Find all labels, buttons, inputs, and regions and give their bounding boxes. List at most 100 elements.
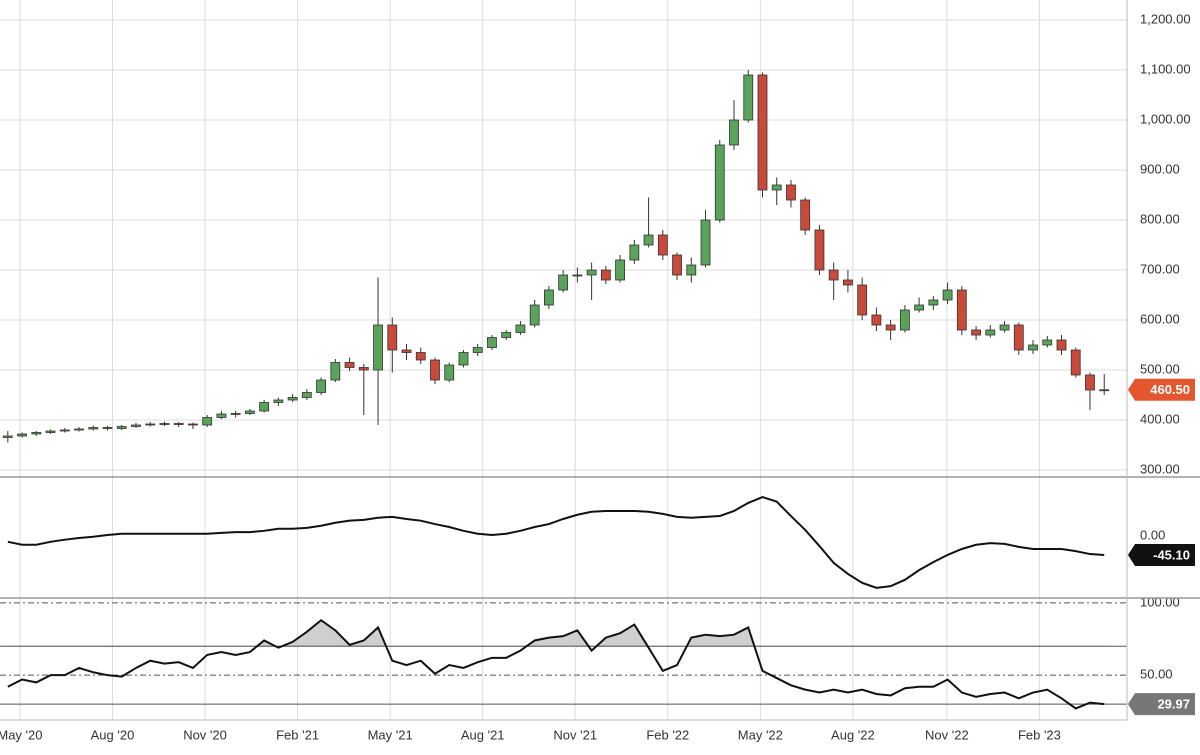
last-value-label: 29.97: [1157, 697, 1190, 712]
candle-body: [330, 362, 341, 381]
candle-body: [714, 144, 725, 221]
candle-body: [800, 199, 811, 231]
y-tick-label: 600.00: [1140, 311, 1180, 326]
candle-body: [1013, 324, 1024, 351]
candle-body: [700, 219, 711, 266]
candle-body: [999, 324, 1010, 331]
candle-body: [244, 410, 255, 414]
candle-body: [600, 269, 611, 281]
candle-body: [857, 284, 868, 316]
candle-body: [629, 244, 640, 261]
candle-body: [843, 279, 853, 286]
candle-body: [316, 379, 326, 393]
x-tick-label: Aug '21: [461, 727, 505, 742]
candle-body: [544, 289, 554, 306]
y-tick-label: 1,200.00: [1140, 11, 1191, 26]
y-tick-label: 0.00: [1140, 527, 1165, 542]
x-tick-label: Nov '20: [183, 727, 227, 742]
x-tick-label: Nov '21: [553, 727, 597, 742]
candle-body: [116, 426, 127, 429]
candle-body: [558, 274, 569, 291]
y-tick-label: 1,000.00: [1140, 111, 1191, 126]
y-tick-label: 100.00: [1140, 594, 1180, 609]
y-tick-label: 800.00: [1140, 211, 1180, 226]
candle-body: [59, 429, 70, 432]
candle-body: [515, 324, 526, 333]
candle-body: [672, 254, 682, 276]
candle-body: [458, 352, 469, 366]
candle-body: [202, 417, 213, 426]
candle-body: [942, 289, 953, 301]
candle-body: [17, 433, 27, 437]
x-tick-label: Nov '22: [925, 727, 969, 742]
x-tick-label: Aug '20: [91, 727, 135, 742]
y-tick-label: 50.00: [1140, 667, 1173, 682]
candle-body: [415, 352, 426, 361]
candle-body: [487, 337, 497, 348]
last-value-badge: [1128, 378, 1195, 401]
candle-body: [871, 314, 882, 326]
y-tick-label: 500.00: [1140, 361, 1180, 376]
candle-body: [102, 427, 113, 429]
candle-body: [501, 332, 512, 338]
candle-body: [430, 359, 440, 381]
candle-body: [230, 413, 241, 415]
candle-body: [814, 229, 825, 271]
y-tick-label: 1,100.00: [1140, 61, 1191, 76]
candle-body: [1042, 339, 1053, 346]
candle-body: [31, 432, 42, 435]
x-tick-label: Feb '21: [276, 727, 319, 742]
indicator-line: [7, 495, 1105, 589]
candle-body: [529, 304, 540, 326]
candle-body: [928, 299, 939, 306]
candle-body: [88, 427, 99, 430]
candle-body: [259, 402, 270, 412]
y-tick-label: 700.00: [1140, 261, 1180, 276]
candle-body: [828, 269, 839, 281]
last-value-badge: [1128, 693, 1195, 716]
candle-body: [899, 309, 910, 331]
x-tick-label: Aug '22: [831, 727, 875, 742]
x-tick-label: May '20: [0, 727, 42, 742]
candle-body: [743, 74, 754, 121]
candle-body: [686, 264, 697, 276]
candle-body: [615, 259, 625, 281]
candle-body: [1056, 339, 1067, 351]
candle-body: [472, 347, 483, 353]
candle-body: [131, 424, 141, 427]
y-tick-label: 900.00: [1140, 161, 1180, 176]
last-value-badge: [1128, 543, 1195, 566]
candle-body: [956, 289, 967, 331]
candle-body: [301, 392, 312, 398]
candle-body: [401, 349, 412, 353]
candle-body: [643, 234, 654, 246]
candle-body: [757, 74, 768, 191]
candle-body: [657, 234, 668, 256]
candle-body: [786, 184, 796, 201]
candle-body: [45, 430, 56, 433]
candle-body: [145, 423, 156, 426]
candle-body: [1085, 374, 1095, 391]
candle-body: [273, 399, 284, 403]
candle-body: [885, 324, 896, 331]
candle-body: [444, 364, 455, 381]
candle-body: [971, 329, 981, 336]
candle-body: [344, 362, 355, 368]
candle-body: [287, 397, 298, 401]
y-tick-label: 300.00: [1140, 461, 1180, 476]
candle-body: [729, 119, 739, 146]
x-tick-label: May '22: [738, 727, 783, 742]
y-tick-label: 400.00: [1140, 411, 1180, 426]
candle-body: [74, 428, 84, 431]
candle-body: [1070, 349, 1081, 376]
candle-body: [358, 367, 369, 371]
indicator-line: [7, 618, 1105, 710]
candle-body: [914, 304, 925, 311]
candle-body: [159, 423, 170, 425]
candle-body: [586, 269, 597, 276]
candle-body: [1028, 344, 1038, 351]
candle-body: [173, 423, 184, 425]
candle-body: [1099, 389, 1110, 392]
